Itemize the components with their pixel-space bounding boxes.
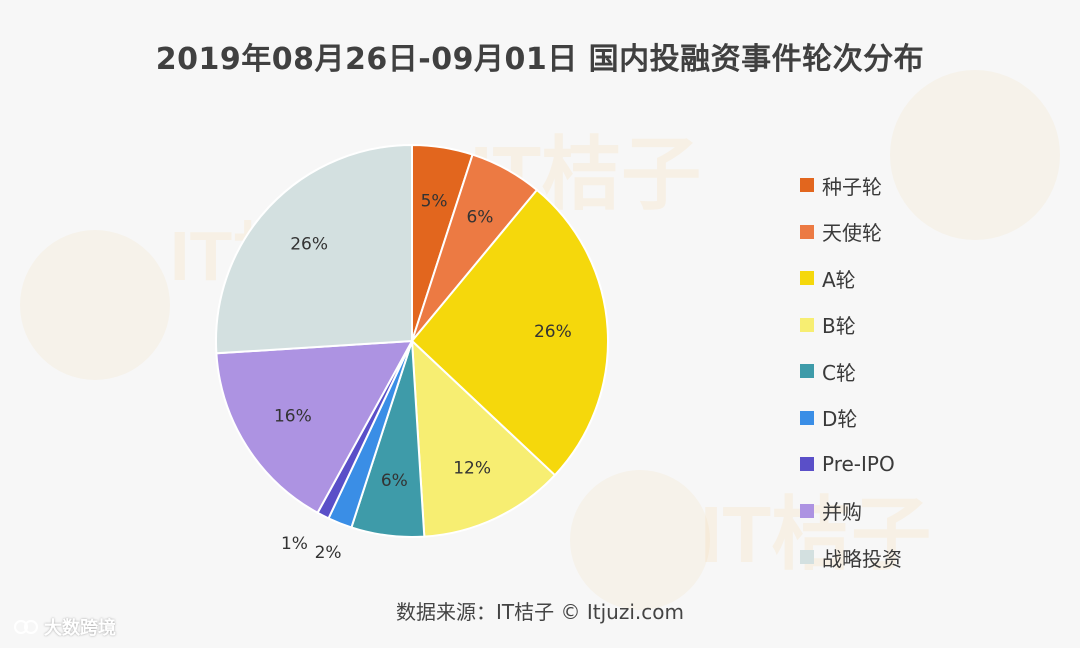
legend-swatch — [800, 550, 814, 565]
pie-data-label-1: 6% — [466, 207, 493, 227]
legend-label: 战略投资 — [822, 546, 902, 571]
legend-swatch — [800, 178, 814, 193]
pie-data-label-5: 2% — [315, 543, 342, 563]
legend-item-7: 并购 — [800, 488, 902, 535]
data-source: 数据来源：IT桔子 © Itjuzi.com — [396, 600, 684, 624]
pie-slice-8 — [215, 143, 413, 355]
pie-data-label-4: 6% — [381, 471, 408, 491]
legend-swatch — [800, 364, 814, 379]
pie-data-label-3: 12% — [453, 459, 491, 479]
brand-name: 大数跨境 — [44, 618, 116, 639]
pie-data-label-7: 16% — [274, 407, 312, 427]
legend-label: 种子轮 — [822, 174, 882, 199]
legend-item-6: Pre-IPO — [800, 441, 902, 488]
legend-label: 天使轮 — [822, 221, 882, 246]
pie-data-label-8: 26% — [290, 234, 328, 254]
pie-slice-2 — [410, 188, 609, 477]
legend-swatch — [800, 224, 814, 239]
legend-item-0: 种子轮 — [800, 162, 902, 209]
legend-label: D轮 — [822, 407, 858, 432]
legend-swatch — [800, 457, 814, 472]
pie-data-label-0: 5% — [421, 192, 448, 212]
pie-data-label-2: 26% — [534, 322, 572, 342]
legend-label: B轮 — [822, 314, 856, 339]
legend-item-8: 战略投资 — [800, 534, 902, 581]
legend: 种子轮天使轮 A轮 B轮 C轮 D轮 Pre-IPO 并购战略投资 — [800, 162, 902, 581]
legend-label: 并购 — [822, 500, 862, 525]
legend-item-4: C轮 — [800, 348, 902, 395]
legend-item-5: D轮 — [800, 395, 902, 442]
pie-data-label-6: 1% — [281, 534, 308, 554]
legend-swatch — [800, 410, 814, 425]
chart-title: 2019年08月26日-09月01日 国内投融资事件轮次分布 — [155, 42, 925, 77]
pie-slice-7 — [215, 339, 414, 515]
brand-watermark: 大数跨境 — [14, 614, 116, 640]
legend-swatch — [800, 503, 814, 518]
legend-item-2: A轮 — [800, 255, 902, 302]
legend-label: Pre-IPO — [822, 452, 895, 477]
legend-item-3: B轮 — [800, 302, 902, 349]
brand-logo-icon — [14, 620, 38, 634]
legend-item-1: 天使轮 — [800, 209, 902, 256]
pie-slice-3 — [410, 338, 557, 538]
legend-swatch — [800, 317, 814, 332]
legend-label: C轮 — [822, 360, 856, 385]
legend-swatch — [800, 271, 814, 286]
legend-label: A轮 — [822, 267, 856, 292]
